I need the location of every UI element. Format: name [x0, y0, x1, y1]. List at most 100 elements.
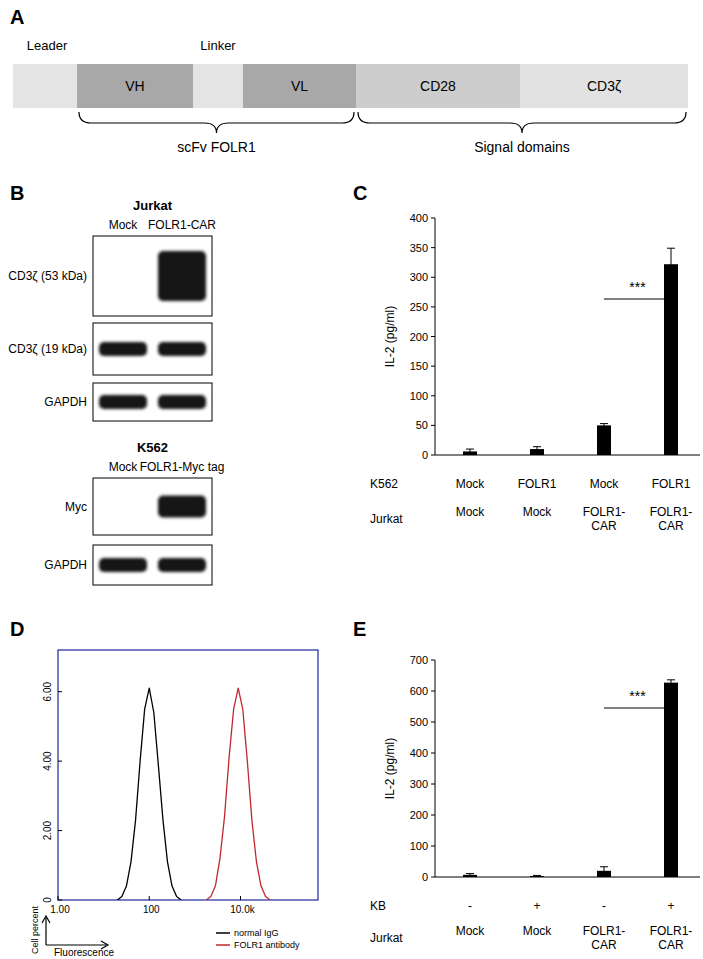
- category-line: FOLR1: [652, 477, 691, 491]
- panel-b: BJurkatMockFOLR1-CARCD3ζ (53 kDa)CD3ζ (1…: [8, 182, 224, 585]
- category-label: FOLR1-CAR: [583, 505, 626, 533]
- panel-letter: A: [10, 6, 24, 28]
- tick-label: 600: [410, 685, 428, 697]
- row-label: GAPDH: [44, 558, 87, 572]
- tick-label: 100: [143, 904, 160, 915]
- category-line: Mock: [456, 924, 486, 938]
- brace: [79, 112, 354, 133]
- panel-letter: C: [353, 182, 367, 204]
- panel-letter: D: [10, 618, 24, 640]
- legend-label: normal IgG: [234, 928, 279, 938]
- y-axis: [435, 660, 436, 877]
- tick: [58, 691, 62, 692]
- bar: [597, 425, 611, 455]
- bar-chart: E0100200300400500600700IL-2 (pg/ml)KB-+-…: [353, 618, 700, 952]
- category-line: Mock: [523, 505, 553, 519]
- category-label: Mock: [456, 924, 486, 938]
- row-label: Myc: [65, 500, 87, 514]
- category-label: Mock: [523, 924, 553, 938]
- band: [99, 558, 147, 572]
- row-label: CD3ζ (19 kDa): [8, 342, 87, 356]
- group-label: scFv FOLR1: [177, 139, 256, 155]
- error-bar: [533, 447, 541, 452]
- tick: [431, 660, 435, 661]
- sig-label: ***: [629, 688, 646, 704]
- error-bar: [667, 248, 675, 280]
- tick: [58, 900, 62, 901]
- category-label: -: [602, 899, 606, 913]
- tick-label: 100: [410, 840, 428, 852]
- tick-label: 350: [410, 242, 428, 254]
- tick: [431, 722, 435, 723]
- row-label: K562: [370, 477, 398, 491]
- tick: [431, 366, 435, 367]
- row-label: GAPDH: [44, 395, 87, 409]
- bar: [664, 264, 678, 455]
- row-label: Jurkat: [370, 931, 403, 945]
- blot-title: Jurkat: [133, 198, 173, 213]
- lane-label: FOLR1-CAR: [148, 218, 216, 232]
- category-label: Mock: [590, 477, 620, 491]
- bar: [530, 876, 544, 877]
- axis-title: IL-2 (pg/ml): [383, 306, 397, 367]
- category-label: FOLR1: [652, 477, 691, 491]
- segment-label: Leader: [27, 38, 68, 53]
- blot-frame: [93, 323, 212, 375]
- tick: [431, 846, 435, 847]
- category-label: +: [533, 899, 540, 913]
- category-line: Mock: [456, 505, 486, 519]
- tick-label: 700: [410, 654, 428, 666]
- category-line: FOLR1-: [583, 505, 626, 519]
- tick-label: 400: [410, 747, 428, 759]
- tick: [431, 247, 435, 248]
- band: [158, 496, 206, 518]
- segment: [520, 64, 688, 108]
- tick-label: 500: [410, 716, 428, 728]
- legend-label: FOLR1 antibody: [234, 940, 300, 950]
- category-line: FOLR1-: [650, 924, 693, 938]
- tick: [58, 761, 62, 762]
- tick-label: 0: [42, 897, 53, 903]
- category-line: -: [468, 899, 472, 913]
- tick-label: 4.00: [42, 751, 53, 771]
- tick: [431, 425, 435, 426]
- error-bar: [533, 875, 541, 876]
- category-line: FOLR1-: [583, 924, 626, 938]
- band: [99, 395, 147, 409]
- segment-label: CD3ζ: [587, 78, 621, 94]
- blot-frame: [93, 478, 212, 535]
- error-bar: [600, 424, 608, 428]
- axis-arrow: [42, 916, 50, 945]
- axis-title: IL-2 (pg/ml): [383, 738, 397, 799]
- tick: [431, 753, 435, 754]
- tick: [58, 896, 59, 900]
- sig-label: ***: [629, 279, 646, 295]
- series-line: [117, 688, 181, 900]
- tick: [240, 896, 241, 900]
- tick-label: 10.0k: [230, 904, 255, 915]
- lane-label: Mock: [109, 460, 139, 474]
- band: [158, 395, 206, 409]
- panel-letter: E: [353, 618, 366, 640]
- category-label: -: [468, 899, 472, 913]
- tick-label: 50: [416, 419, 428, 431]
- category-line: FOLR1: [518, 477, 557, 491]
- category-label: FOLR1: [518, 477, 557, 491]
- tick-label: 1.00: [50, 904, 70, 915]
- blot-frame: [93, 545, 212, 585]
- axis-title: Cell percent: [30, 905, 40, 954]
- tick-label: 300: [410, 271, 428, 283]
- sig-bracket: [604, 708, 671, 709]
- series-line: [206, 688, 270, 900]
- error-bar: [466, 449, 474, 454]
- tick-label: 200: [410, 809, 428, 821]
- tick-label: 6.00: [42, 681, 53, 701]
- band: [158, 251, 206, 301]
- tick: [58, 830, 62, 831]
- tick: [149, 896, 150, 900]
- figure: ALeaderVHLinkerVLCD28CD3ζscFv FOLR1Signa…: [0, 0, 703, 959]
- tick: [431, 691, 435, 692]
- marks: [463, 248, 678, 455]
- category-line: +: [533, 899, 540, 913]
- tick-label: 100: [410, 390, 428, 402]
